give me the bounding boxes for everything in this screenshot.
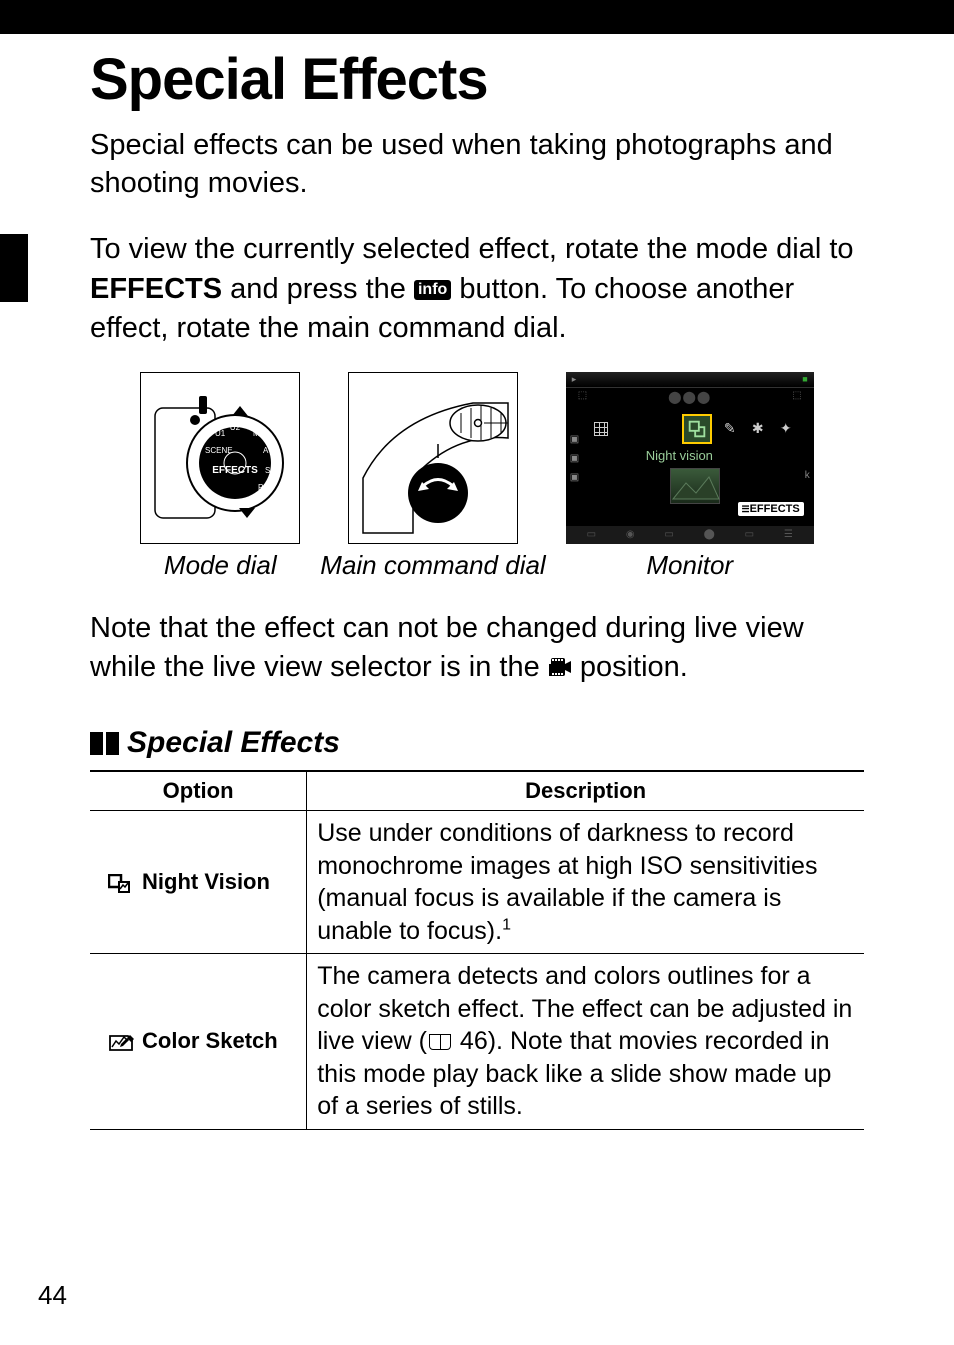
note-post: position.: [572, 651, 688, 683]
side-tab: [0, 234, 28, 302]
section-title: Special Effects: [127, 726, 340, 760]
effects-badge-text: EFFECTS: [750, 503, 800, 515]
monitor-effect-label: Night vision: [646, 448, 713, 463]
note-text: Note that the effect can not be changed …: [90, 609, 864, 688]
figure-command-dial: Main command dial: [320, 372, 545, 581]
svg-text:U1: U1: [215, 429, 226, 438]
svg-text:M: M: [253, 429, 260, 438]
option-night-vision: Night Vision: [90, 811, 307, 954]
footnote-marker: 1: [502, 916, 511, 933]
monitor-image: ▸■ ⬚⬤⬤⬤⬚ ▣▣▣ ✎ ✱ ✦ Nig: [566, 372, 814, 544]
header-bar: [0, 0, 954, 34]
monitor-bottom-bar: ▭◉ ▭⬤ ▭☰: [566, 526, 814, 544]
table-row: Night Vision Use under conditions of dar…: [90, 811, 864, 954]
grid-thumb-icon: [594, 422, 608, 436]
mode-dial-caption: Mode dial: [164, 550, 277, 581]
effect-thumb-4: ✦: [776, 419, 796, 439]
monitor-side-icons: ▣▣▣: [570, 434, 579, 483]
page-title: Special Effects: [90, 46, 864, 113]
mode-dial-image: EFFECTS U1 U2 M SCENE A S P: [140, 372, 300, 544]
svg-text:P: P: [258, 483, 263, 492]
header-option: Option: [90, 771, 307, 811]
section-bullet-icon: [90, 732, 119, 755]
effect-thumb-3: ✱: [748, 419, 768, 439]
section-header: Special Effects: [90, 726, 864, 760]
page-number: 44: [38, 1280, 67, 1311]
monitor-effects-row: ✎ ✱ ✦: [594, 414, 796, 444]
figure-monitor: ▸■ ⬚⬤⬤⬤⬚ ▣▣▣ ✎ ✱ ✦ Nig: [566, 372, 814, 581]
monitor-preview: [670, 468, 720, 504]
figure-mode-dial: EFFECTS U1 U2 M SCENE A S P Mode dial: [140, 372, 300, 581]
svg-text:SCENE: SCENE: [205, 446, 233, 455]
selected-effect-icon: [682, 414, 712, 444]
desc-ref: 46: [460, 1027, 488, 1055]
option-label: Color Sketch: [142, 1028, 278, 1053]
svg-text:U2: U2: [230, 423, 241, 432]
monitor-top-bar: ▸■: [566, 372, 814, 388]
option-color-sketch: Color Sketch: [90, 954, 307, 1130]
svg-text:A: A: [263, 446, 269, 455]
description-color-sketch: The camera detects and colors outlines f…: [307, 954, 864, 1130]
command-dial-image: [348, 372, 518, 544]
night-vision-icon: [108, 873, 132, 893]
figure-row: EFFECTS U1 U2 M SCENE A S P Mode dial: [90, 372, 864, 581]
page-ref-icon: [429, 1034, 451, 1050]
svg-text:S: S: [265, 466, 270, 475]
effects-keyword: EFFECTS: [90, 273, 222, 305]
instruction-pre: To view the currently selected effect, r…: [90, 233, 854, 265]
option-label: Night Vision: [142, 869, 270, 894]
intro-text: Special effects can be used when taking …: [90, 127, 864, 202]
movie-icon: [548, 649, 572, 688]
page-content: Special Effects Special effects can be u…: [0, 46, 954, 1130]
instruction-mid: and press the: [222, 273, 414, 305]
instruction-text: To view the currently selected effect, r…: [90, 230, 864, 347]
effects-badge: ☰EFFECTS: [738, 502, 804, 516]
effects-table: Option Description Night Vision Use unde…: [90, 770, 864, 1130]
description-night-vision: Use under conditions of darkness to reco…: [307, 811, 864, 954]
command-dial-caption: Main command dial: [320, 550, 545, 581]
table-header-row: Option Description: [90, 771, 864, 811]
monitor-k-indicator: k: [805, 470, 810, 481]
monitor-caption: Monitor: [646, 550, 733, 581]
effect-thumb-2: ✎: [720, 419, 740, 439]
color-sketch-icon: [108, 1032, 132, 1052]
info-icon: info: [414, 280, 451, 300]
desc-text: Use under conditions of darkness to reco…: [317, 819, 817, 945]
header-description: Description: [307, 771, 864, 811]
note-pre: Note that the effect can not be changed …: [90, 612, 804, 683]
table-row: Color Sketch The camera detects and colo…: [90, 954, 864, 1130]
